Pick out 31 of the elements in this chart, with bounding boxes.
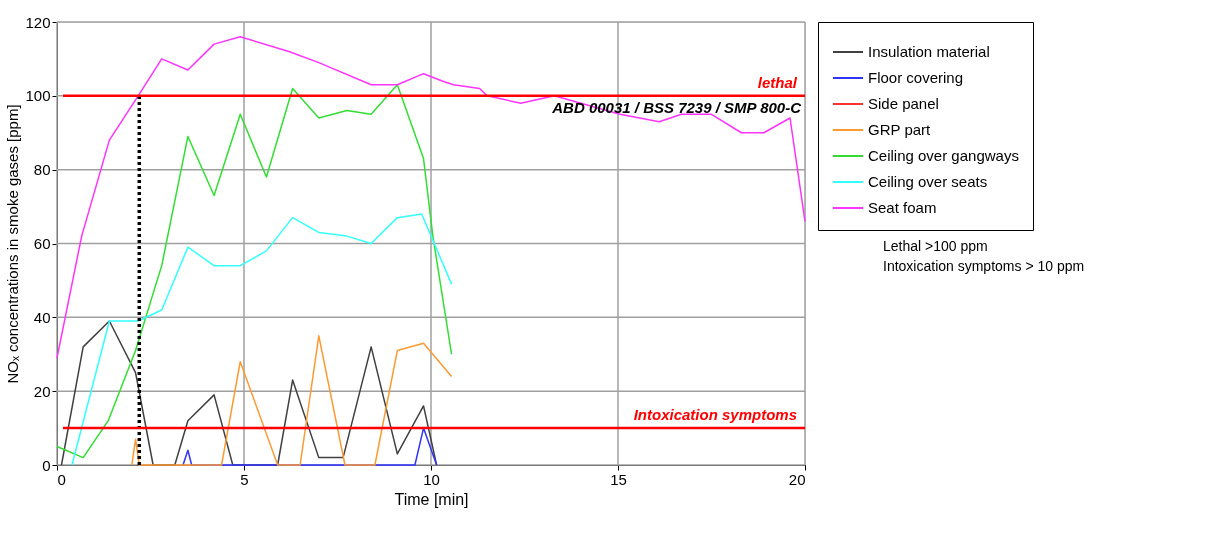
y-tick-label: 100: [25, 87, 51, 105]
annotation: ABD 00031 / BSS 7239 / SMP 800-C: [551, 98, 803, 116]
y-tick-label: 0: [42, 456, 51, 474]
legend-label: Insulation material: [868, 43, 990, 60]
x-tick-label: 5: [240, 470, 249, 488]
legend-label: Floor covering: [868, 69, 964, 86]
x-tick-label: 10: [423, 470, 440, 488]
x-tick-label: 20: [788, 470, 806, 488]
line-series: [131, 335, 453, 466]
text: Lethal >100 ppm: [883, 238, 988, 254]
legend-label: Side panel: [868, 95, 939, 112]
ref-line-label: lethal: [757, 73, 798, 91]
y-axis-title: NOₓ concentrations in smoke gases [ppm]: [4, 104, 22, 384]
legend-label: Seat foam: [868, 199, 937, 216]
x-axis-title: Time [min]: [394, 490, 469, 508]
line-series: [60, 320, 438, 466]
legend-label: GRP part: [868, 121, 932, 138]
legend-label: Ceiling over seats: [868, 173, 988, 190]
y-tick-label: 20: [33, 382, 51, 400]
line-series: [56, 84, 453, 459]
x-tick-label: 0: [57, 470, 66, 488]
y-tick-label: 40: [33, 308, 51, 326]
y-tick-label: 80: [33, 161, 51, 179]
legend-label: Ceiling over gangways: [868, 147, 1019, 164]
y-tick-label: 120: [25, 13, 51, 31]
y-tick-label: 60: [33, 235, 51, 252]
ref-line-label: Intoxication symptoms: [633, 406, 797, 424]
text: Intoxication symptoms > 10 ppm: [883, 258, 1085, 274]
line-series: [71, 213, 453, 466]
x-tick-label: 15: [610, 470, 627, 488]
line-series: [56, 36, 806, 359]
